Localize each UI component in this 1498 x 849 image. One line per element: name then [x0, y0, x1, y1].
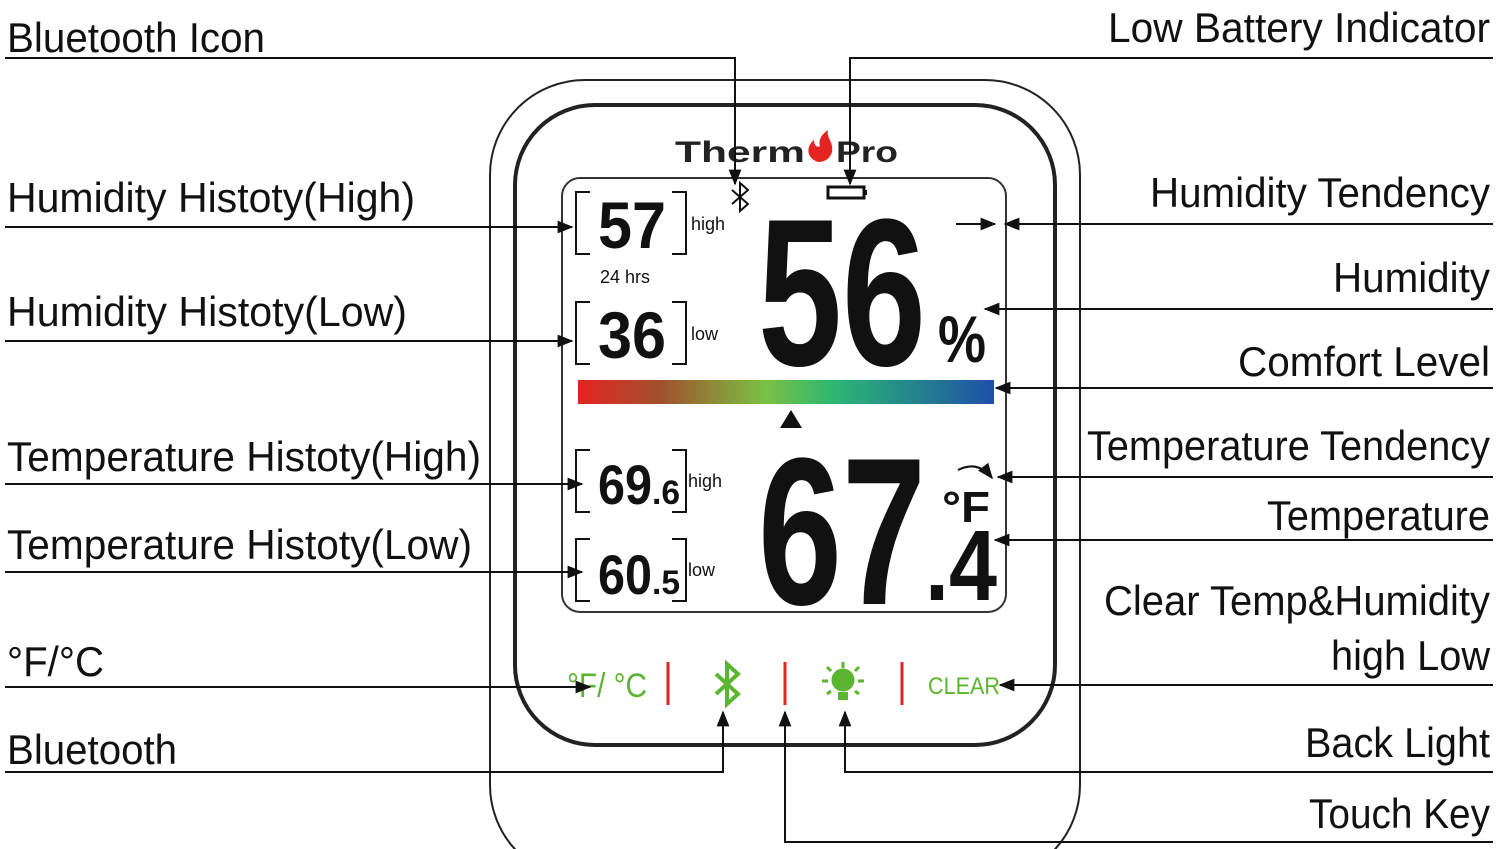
bluetooth-icon [731, 180, 750, 214]
low-label: low [691, 324, 719, 344]
leader-line [5, 57, 742, 186]
clear-button[interactable]: CLEAR [928, 673, 1000, 700]
period-label: 24 hrs [600, 267, 650, 287]
brand-right: Pro [836, 136, 898, 169]
button-dividers [666, 662, 904, 705]
temp-low-decimal: .5 [652, 564, 680, 602]
callout-label: Bluetooth [7, 726, 177, 773]
callout-label: Humidity Histoty(High) [7, 174, 415, 221]
temperature-value: 67 [758, 414, 926, 649]
device-outer [489, 79, 1081, 849]
leader-line [5, 710, 730, 773]
callout-label: Temperature Histoty(Low) [7, 521, 472, 568]
humidity-unit: % [938, 302, 986, 376]
temperature-unit: °F [942, 483, 990, 532]
temp-low-label: low [688, 560, 716, 580]
callout-label: Temperature Tendency [1087, 422, 1490, 469]
leader-line [838, 710, 1493, 773]
temp-high-decimal: .6 [652, 474, 680, 512]
leader-line [778, 710, 1493, 843]
callout-label: Comfort Level [1238, 338, 1490, 385]
callout-label: Temperature [1267, 492, 1490, 539]
brand-left: Therm [675, 136, 805, 169]
callout-label: °F/°C [7, 638, 104, 685]
temp-high-label: high [688, 471, 722, 491]
callout-label: Temperature Histoty(High) [7, 433, 481, 480]
callout-label: Touch Key [1309, 790, 1490, 837]
humidity-high: 57 [598, 188, 666, 262]
humidity-low: 36 [598, 298, 666, 372]
callout-label: Low Battery Indicator [1108, 4, 1490, 51]
temperature-tendency-arrow [957, 462, 993, 480]
callout-label: Humidity Tendency [1150, 169, 1490, 216]
temp-low: 60 [598, 543, 652, 606]
comfort-pointer [780, 410, 802, 428]
callout-label: Bluetooth Icon [7, 14, 265, 61]
brand-flame [808, 130, 833, 162]
bluetooth-button[interactable] [714, 659, 741, 709]
callout-label: Clear Temp&Humidity [1104, 577, 1490, 624]
callout-label: Humidity [1333, 254, 1490, 301]
leader-line [843, 57, 1493, 186]
temperature-decimal: .4 [925, 510, 997, 622]
callout-label: high Low [1331, 632, 1491, 679]
humidity-value: 56 [758, 175, 926, 410]
high-label: high [691, 214, 725, 234]
callout-label: Back Light [1305, 719, 1490, 766]
callout-label: Humidity Histoty(Low) [7, 288, 407, 335]
temp-high: 69 [598, 453, 652, 516]
comfort-bar [578, 380, 994, 404]
screen [561, 177, 1007, 613]
battery-tip [864, 190, 867, 195]
backlight-button[interactable] [822, 662, 864, 700]
